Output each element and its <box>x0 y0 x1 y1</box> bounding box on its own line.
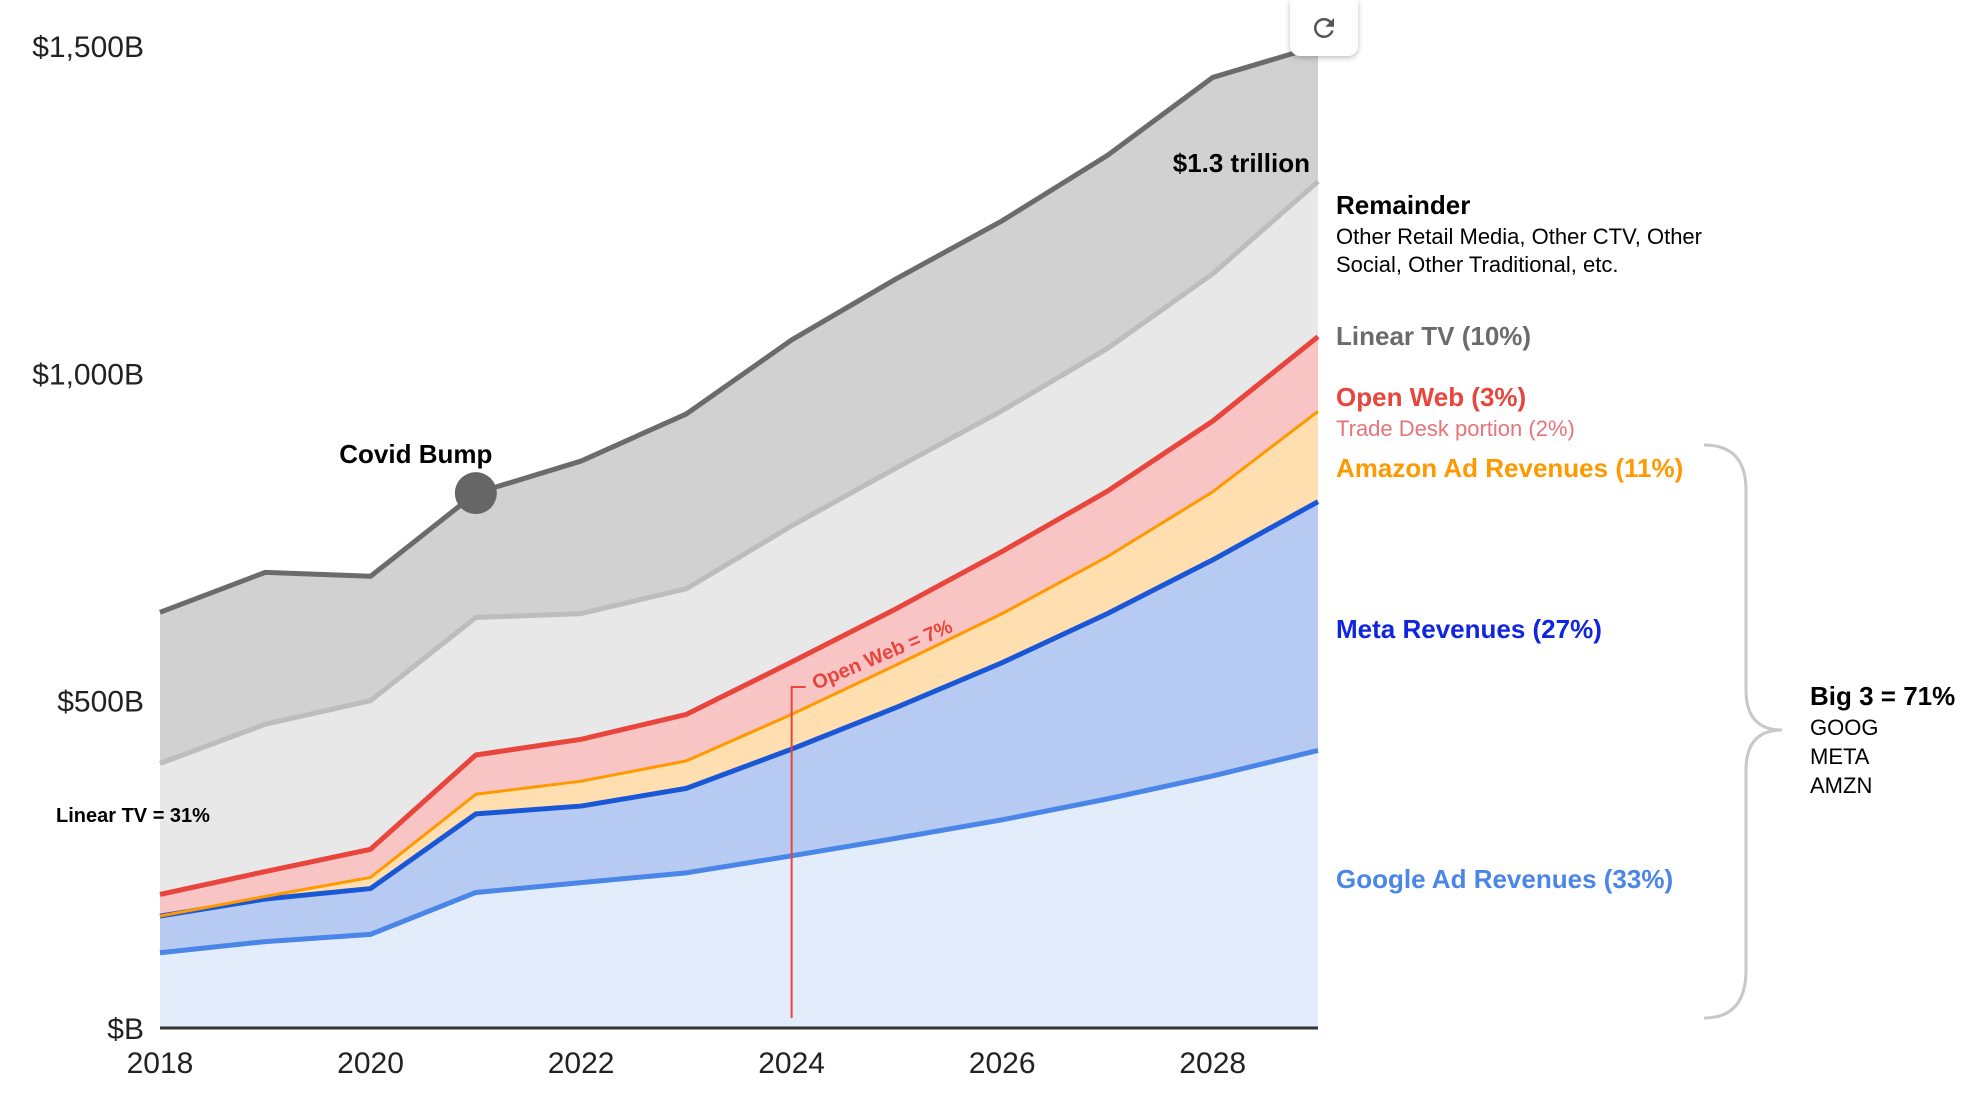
x-tick-label: 2028 <box>1179 1047 1246 1080</box>
big3-item: AMZN <box>1810 773 1872 798</box>
total-label: $1.3 trillion <box>1173 148 1310 178</box>
legend-remainder-title: Remainder <box>1336 190 1470 220</box>
refresh-icon <box>1313 17 1334 38</box>
x-tick-label: 2024 <box>758 1047 825 1080</box>
lineartv-area <box>160 181 1318 895</box>
legend-open-web: Open Web (3%) <box>1336 382 1526 412</box>
x-tick-label: 2022 <box>548 1047 615 1080</box>
legend-meta: Meta Revenues (27%) <box>1336 614 1602 644</box>
legend-google: Google Ad Revenues (33%) <box>1336 864 1673 894</box>
legend-remainder-line2: Social, Other Traditional, etc. <box>1336 252 1618 277</box>
legend-amazon: Amazon Ad Revenues (11%) <box>1336 453 1683 483</box>
reload-button[interactable] <box>1290 0 1358 56</box>
meta-line <box>159 499 1320 919</box>
x-tick-label: 2020 <box>337 1047 404 1080</box>
google-area <box>160 750 1318 1028</box>
open-web-marker-line <box>790 686 806 1018</box>
series-lines <box>159 43 1320 956</box>
legend-remainder-line1: Other Retail Media, Other CTV, Other <box>1336 224 1702 249</box>
axes: 2018 2020 2022 2024 2026 2028 $1,500B $1,000B $5… <box>32 31 1318 1080</box>
y-tick-label: $1,000B <box>32 358 144 391</box>
lineartv-line <box>159 179 1320 766</box>
x-tick-label: 2026 <box>969 1047 1036 1080</box>
linear-tv-2018-label: Linear TV = 31% <box>56 805 210 827</box>
remainder-line <box>159 43 1319 615</box>
google-line <box>159 747 1319 956</box>
big3-title: Big 3 = 71% <box>1810 681 1955 711</box>
big3-item: GOOG <box>1810 715 1878 740</box>
legend-linear-tv: Linear TV (10%) <box>1336 321 1531 351</box>
big3-item: META <box>1810 744 1870 769</box>
covid-bump-label: Covid Bump <box>339 439 492 469</box>
covid-bump-marker <box>454 472 497 515</box>
openweb-line <box>159 334 1320 897</box>
legend-trade-desk: Trade Desk portion (2%) <box>1336 416 1575 441</box>
y-tick-label: $1,500B <box>32 31 144 64</box>
area-layers <box>160 46 1318 1028</box>
meta-area <box>160 501 1318 953</box>
big3-brace <box>1703 443 1783 1020</box>
x-tick-label: 2018 <box>127 1047 194 1080</box>
y-tick-label: $500B <box>57 686 144 719</box>
amazon-line <box>159 410 1319 918</box>
remainder-area <box>160 46 1318 764</box>
y-tick-label: $B <box>107 1013 144 1046</box>
